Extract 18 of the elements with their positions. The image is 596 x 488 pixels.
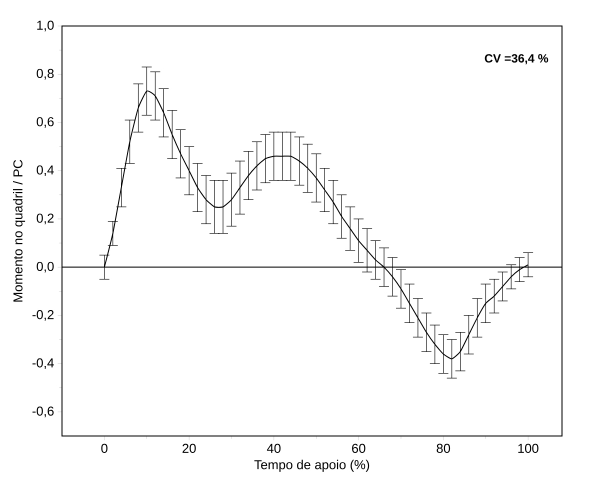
y-tick-label: 0,8 [36, 68, 54, 80]
y-tick-label: -0,4 [32, 358, 54, 369]
x-axis-title: Tempo de apoio (%) [254, 460, 370, 472]
x-tick-label: 40 [266, 444, 281, 453]
x-tick-label: 80 [436, 444, 450, 453]
y-tick-label: 0,0 [36, 262, 54, 273]
y-tick-label: 1,0 [37, 20, 54, 32]
y-tick-label: 0,2 [36, 214, 54, 224]
x-tick-label: 100 [518, 444, 538, 453]
y-tick-label: -0,2 [32, 310, 54, 321]
y-tick-label: 0,4 [36, 165, 54, 176]
y-tick-label: -0,6 [32, 406, 54, 418]
y-axis-title: Momento no quadril / PC [12, 160, 26, 302]
x-tick-label: 60 [352, 444, 366, 453]
x-tick-label: 20 [182, 444, 196, 453]
y-tick-label: 0,6 [36, 117, 54, 128]
x-tick-label: 0 [101, 444, 108, 453]
annotation: CV =36,4 % [484, 54, 548, 64]
